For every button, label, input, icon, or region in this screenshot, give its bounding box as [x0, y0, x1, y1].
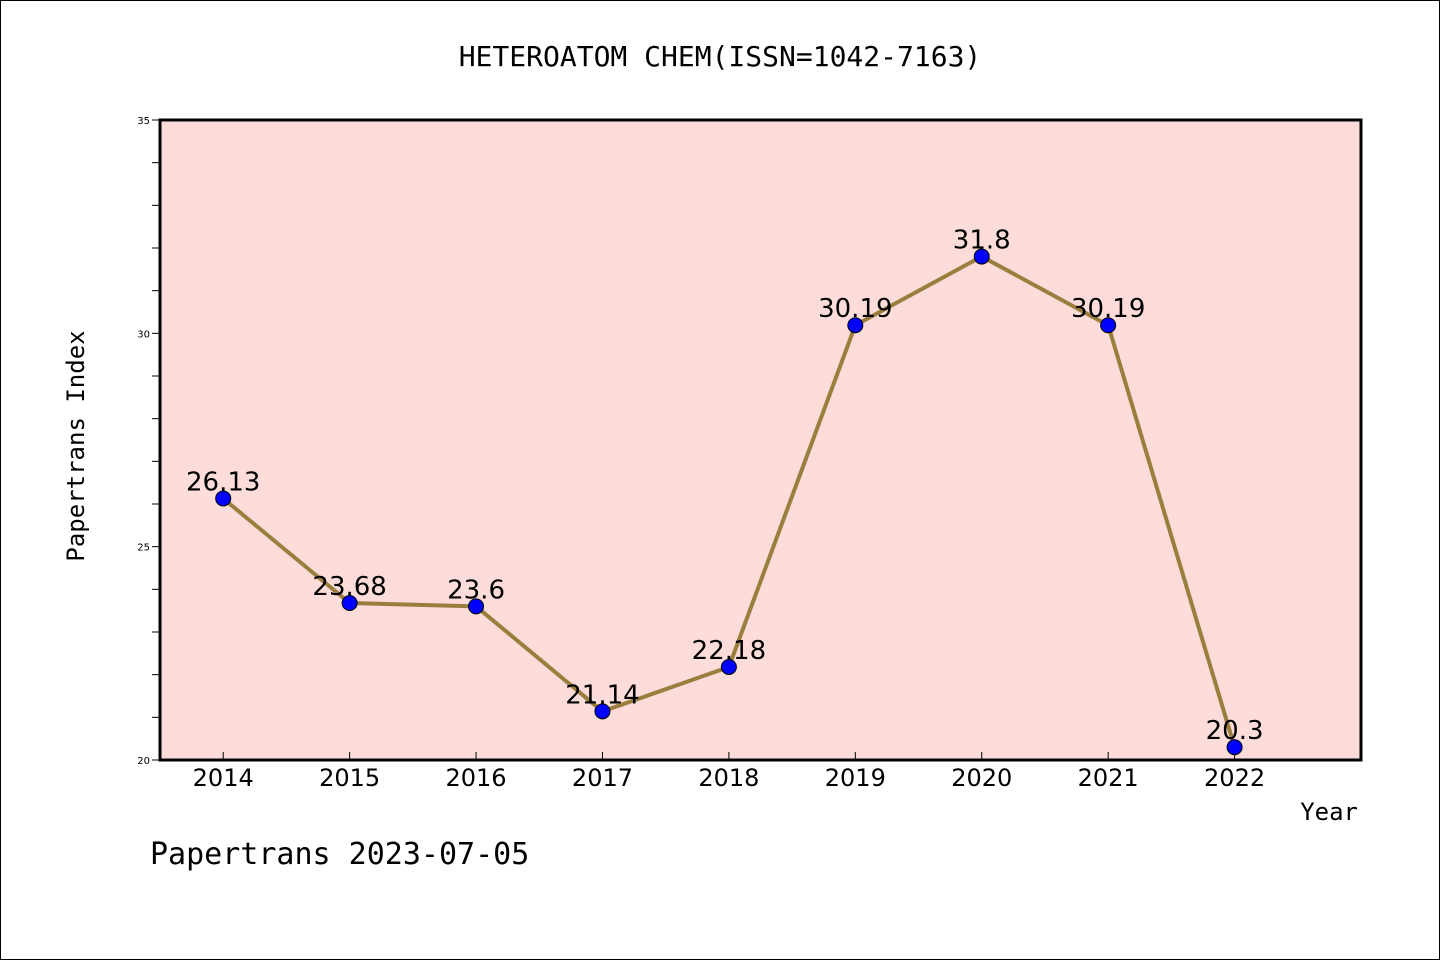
- data-label-2022: 20.3: [1206, 716, 1264, 746]
- y-tick-label: 35: [137, 116, 150, 127]
- x-tick-label: 2016: [446, 764, 507, 792]
- x-tick-label: 2022: [1204, 764, 1265, 792]
- plot-area: [158, 118, 1363, 762]
- data-label-2016: 23.6: [447, 575, 505, 605]
- x-tick-label: 2021: [1078, 764, 1139, 792]
- y-tick-label: 30: [137, 329, 150, 340]
- data-point-2015: [341, 594, 358, 611]
- x-tick-label: 2018: [698, 764, 759, 792]
- data-point-2021: [1100, 317, 1117, 334]
- x-tick-label: 2014: [193, 764, 254, 792]
- x-tick-label: 2019: [825, 764, 886, 792]
- data-labels: 26.13 23.68 23.6 21.14 22.18 30.19 31.8 30.19 20…: [186, 226, 1264, 747]
- data-point-2019: [847, 317, 864, 334]
- x-tick-label: 2017: [572, 764, 633, 792]
- x-tick-label: 2020: [951, 764, 1012, 792]
- y-tick-label: 25: [137, 543, 150, 554]
- data-point-2014: [215, 490, 232, 507]
- x-axis-label: Year: [1300, 798, 1358, 826]
- y-axis-label: Papertrans Index: [62, 330, 90, 561]
- data-label-2019: 30.19: [818, 294, 892, 324]
- data-label-2015: 23.68: [312, 572, 386, 602]
- y-tick-label: 20: [137, 756, 150, 767]
- y-axis: 20 25 30 35: [137, 116, 160, 767]
- data-label-2018: 22.18: [692, 636, 766, 666]
- data-point-2016: [468, 598, 485, 615]
- series-markers: [215, 248, 1243, 756]
- chart-title: HETEROATOM CHEM(ISSN=1042-7163): [459, 40, 982, 73]
- data-point-2020: [973, 248, 990, 265]
- data-point-2018: [720, 658, 737, 675]
- data-label-2017: 21.14: [565, 680, 639, 710]
- footer-date-stamp: Papertrans 2023-07-05: [150, 837, 529, 872]
- x-axis: 2014 2015 2016 2017 2018 2019 2020 2021 2022: [193, 752, 1265, 792]
- x-tick-label: 2015: [319, 764, 380, 792]
- data-label-2021: 30.19: [1071, 294, 1145, 324]
- data-point-2022: [1226, 739, 1243, 756]
- data-label-2014: 26.13: [186, 467, 260, 497]
- data-point-2017: [594, 703, 611, 720]
- data-label-2020: 31.8: [953, 226, 1011, 256]
